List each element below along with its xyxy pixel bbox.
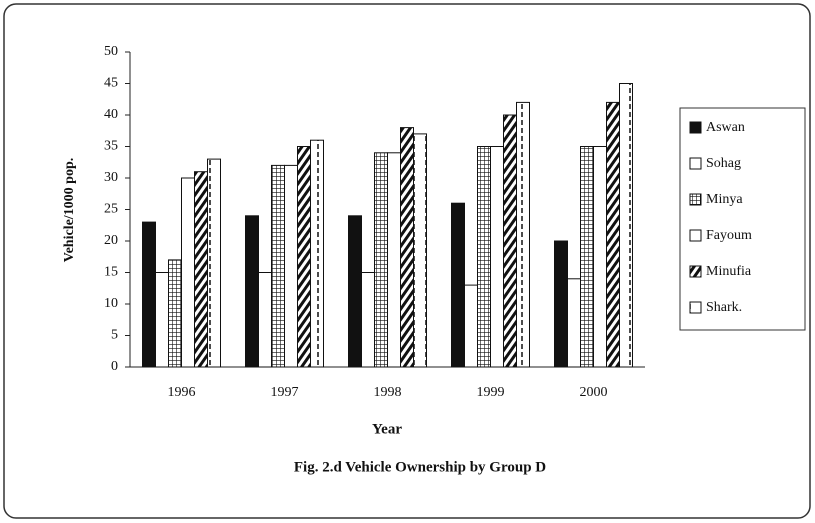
legend-swatch bbox=[689, 121, 702, 134]
legend-label: Minufia bbox=[706, 264, 752, 279]
bar bbox=[580, 146, 594, 368]
y-axis-label: Vehicle/1000 pop. bbox=[62, 158, 77, 263]
bar bbox=[413, 133, 427, 368]
chart-title: Fig. 2.d Vehicle Ownership by Group D bbox=[294, 459, 546, 475]
x-tick-label: 2000 bbox=[580, 385, 608, 400]
bar bbox=[477, 146, 491, 368]
y-tick-label: 0 bbox=[111, 359, 118, 374]
bar bbox=[554, 240, 568, 368]
bar bbox=[258, 272, 272, 368]
legend-swatch bbox=[689, 265, 702, 278]
bar bbox=[348, 215, 362, 368]
legend-label: Minya bbox=[706, 192, 743, 207]
x-tick-label: 1997 bbox=[271, 385, 299, 400]
x-tick-label: 1998 bbox=[374, 385, 402, 400]
bar bbox=[374, 152, 388, 368]
legend-label: Sohag bbox=[706, 156, 741, 171]
legend-swatch bbox=[689, 229, 702, 242]
y-tick-label: 30 bbox=[104, 170, 118, 185]
x-tick-label: 1999 bbox=[477, 385, 505, 400]
bar bbox=[271, 164, 285, 368]
legend-label: Fayoum bbox=[706, 228, 752, 243]
legend-label: Shark. bbox=[706, 300, 742, 315]
y-tick-label: 40 bbox=[104, 107, 118, 122]
bar bbox=[400, 127, 414, 368]
x-axis-label: Year bbox=[372, 421, 402, 437]
legend-swatch bbox=[689, 301, 702, 314]
legend-swatch bbox=[689, 193, 702, 206]
y-tick-label: 10 bbox=[104, 296, 118, 311]
bar bbox=[181, 177, 195, 368]
bar bbox=[207, 158, 221, 368]
y-tick-label: 15 bbox=[104, 265, 118, 280]
y-tick-label: 25 bbox=[104, 202, 118, 217]
x-tick-label: 1996 bbox=[168, 385, 196, 400]
bar bbox=[606, 101, 620, 368]
y-tick-label: 20 bbox=[104, 233, 118, 248]
bar bbox=[142, 221, 156, 368]
legend bbox=[679, 107, 806, 331]
y-tick-label: 45 bbox=[104, 76, 118, 91]
bar bbox=[284, 164, 298, 368]
bar bbox=[310, 139, 324, 368]
bar bbox=[516, 101, 530, 368]
bar bbox=[168, 259, 182, 368]
bar bbox=[155, 272, 169, 368]
bar bbox=[567, 278, 581, 368]
bar bbox=[245, 215, 259, 368]
y-tick-label: 5 bbox=[111, 328, 118, 343]
bar bbox=[503, 114, 517, 368]
legend-label: Aswan bbox=[706, 120, 745, 135]
bar bbox=[451, 202, 465, 368]
bar bbox=[361, 272, 375, 368]
bar bbox=[619, 83, 633, 368]
bar bbox=[194, 171, 208, 368]
legend-swatch bbox=[689, 157, 702, 170]
bar bbox=[297, 146, 311, 368]
bar bbox=[464, 284, 478, 368]
y-tick-label: 35 bbox=[104, 139, 118, 154]
y-tick-label: 50 bbox=[104, 44, 118, 59]
bar bbox=[593, 146, 607, 368]
bar bbox=[387, 152, 401, 368]
bar bbox=[490, 146, 504, 368]
